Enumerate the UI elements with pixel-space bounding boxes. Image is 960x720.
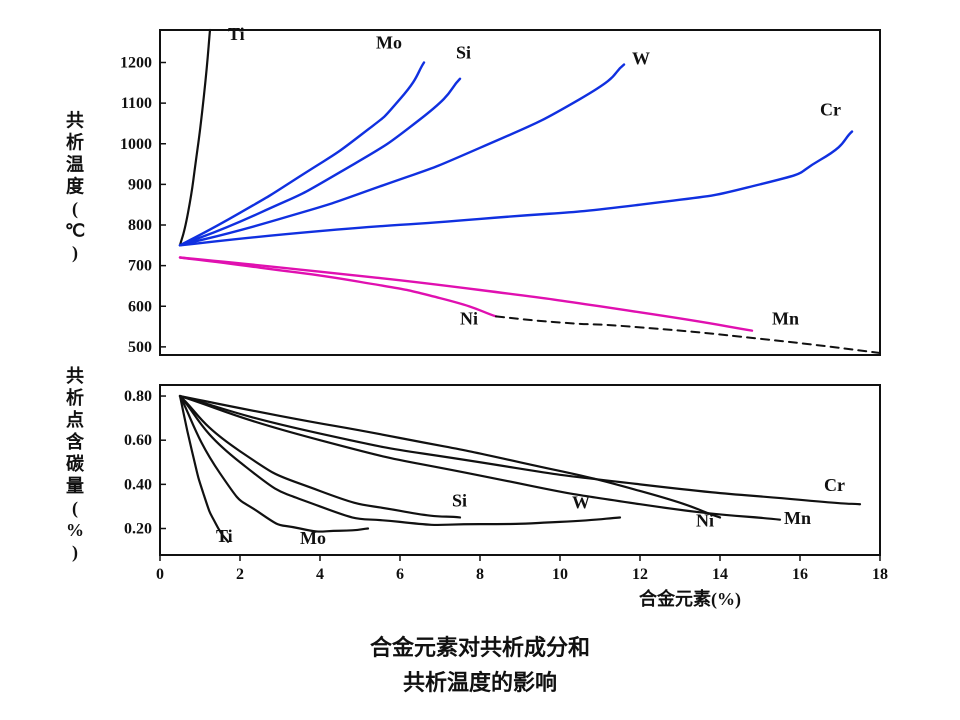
ytick-label: 900 <box>128 176 152 193</box>
plot-frame <box>160 30 880 355</box>
ytick-label: 0.80 <box>124 388 152 405</box>
ytick-label: 1200 <box>120 55 152 72</box>
curve-label-ti: Ti <box>228 24 245 44</box>
curve-ti <box>180 396 228 542</box>
curve-label-mo: Mo <box>376 32 402 52</box>
ytick-label: 500 <box>128 339 152 356</box>
xtick-label: 0 <box>156 566 164 583</box>
ytick-label: 1000 <box>120 136 152 153</box>
curve-mo <box>180 396 368 532</box>
curve-si <box>180 396 460 517</box>
xtick-label: 2 <box>236 566 244 583</box>
figure-caption-line1: 合金元素对共析成分和 <box>370 635 590 660</box>
curve-ni_dash <box>496 316 880 353</box>
y-axis-label: 共析温度(℃) <box>65 111 85 264</box>
curve-cr <box>180 396 860 504</box>
x-axis-label: 合金元素(%) <box>639 588 741 610</box>
ytick-label: 800 <box>128 217 152 234</box>
ytick-label: 0.40 <box>124 476 152 493</box>
xtick-label: 10 <box>552 566 568 583</box>
curve-label-mn: Mn <box>772 309 799 329</box>
ytick-label: 700 <box>128 258 152 275</box>
curve-mo <box>180 63 424 246</box>
curve-label-si: Si <box>456 42 471 62</box>
curve-label-mn: Mn <box>784 508 811 528</box>
curve-label-ni: Ni <box>460 309 478 329</box>
curve-label-ni: Ni <box>696 510 714 530</box>
xtick-label: 14 <box>712 566 728 583</box>
curve-label-ti: Ti <box>216 526 233 546</box>
ytick-label: 1100 <box>121 95 152 112</box>
curve-si <box>180 79 460 246</box>
ytick-label: 0.20 <box>124 521 152 538</box>
xtick-label: 12 <box>632 566 648 583</box>
curve-label-cr: Cr <box>824 475 845 495</box>
curve-label-cr: Cr <box>820 99 841 119</box>
y-axis-label: 共析点含碳量(%) <box>66 366 85 563</box>
xtick-label: 16 <box>792 566 808 583</box>
ytick-label: 600 <box>128 298 152 315</box>
curve-label-w: W <box>632 49 650 69</box>
xtick-label: 4 <box>316 566 324 583</box>
figure-caption-line2: 共析温度的影响 <box>403 670 557 695</box>
curve-label-mo: Mo <box>300 528 326 548</box>
figure-svg: 500 600 700 800 900 1000 1100 1200 Ti Mo Si W Cr Ni Mn… <box>0 0 960 720</box>
figure-container: 500 600 700 800 900 1000 1100 1200 Ti Mo Si W Cr Ni Mn… <box>0 0 960 720</box>
ytick-label: 0.60 <box>124 432 152 449</box>
xtick-label: 6 <box>396 566 404 583</box>
curve-label-si: Si <box>452 490 467 510</box>
xtick-label: 18 <box>872 566 888 583</box>
xtick-label: 8 <box>476 566 484 583</box>
curve-ti <box>180 30 210 245</box>
